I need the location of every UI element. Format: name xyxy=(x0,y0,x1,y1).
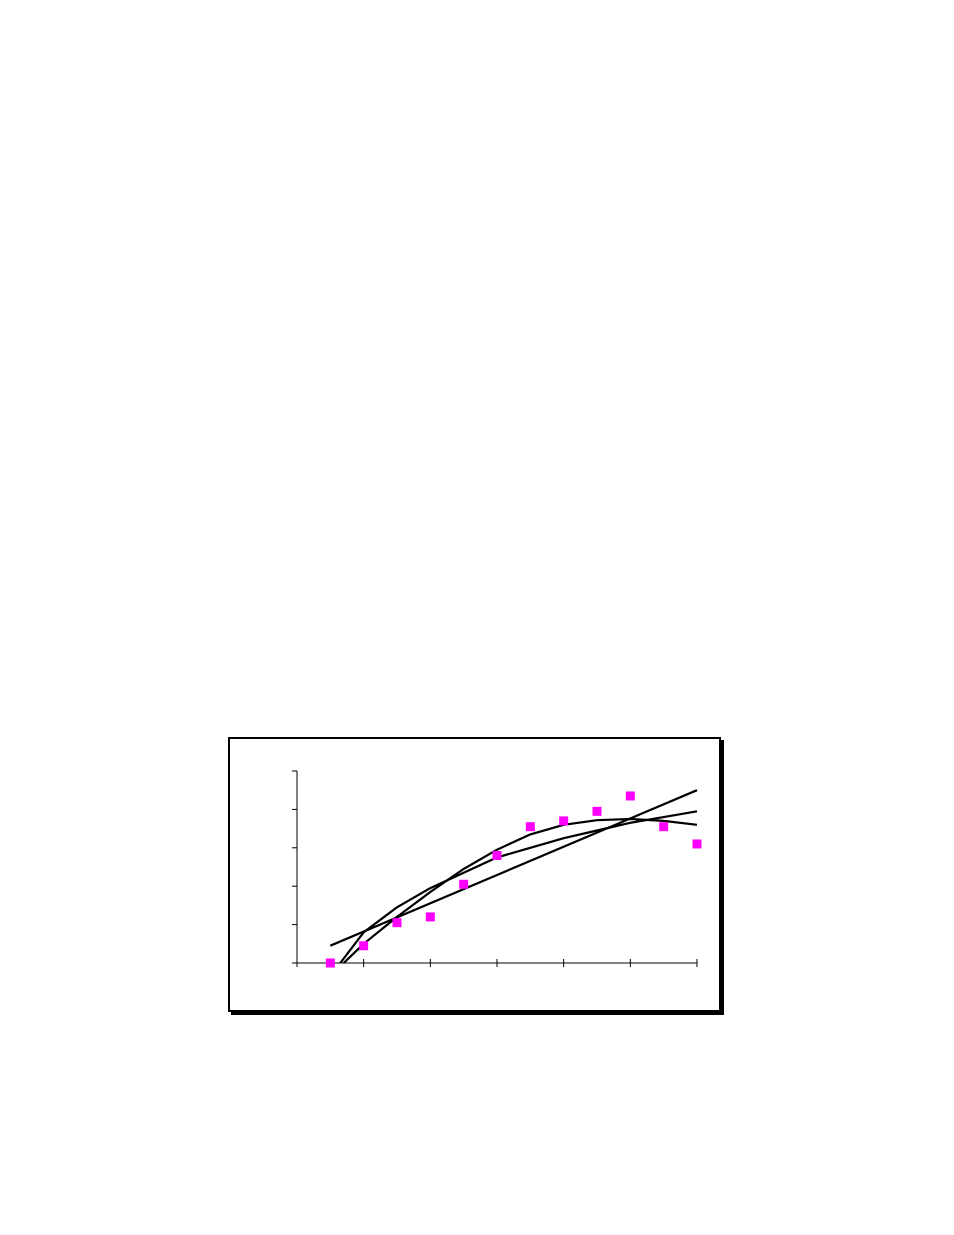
data-point xyxy=(625,791,635,801)
trendline-linear xyxy=(329,789,698,947)
data-point xyxy=(559,816,569,826)
data-point xyxy=(525,822,535,832)
data-point xyxy=(492,850,502,860)
data-point xyxy=(459,879,469,889)
chart-frame xyxy=(228,737,721,1012)
data-point xyxy=(659,822,669,832)
trendline-logarithmic xyxy=(339,810,698,964)
data-point xyxy=(425,912,435,922)
data-point xyxy=(392,918,402,928)
data-point xyxy=(359,941,369,951)
data-point xyxy=(325,958,335,968)
chart-plot xyxy=(292,770,702,968)
data-point xyxy=(692,839,702,849)
trendline-polynomial xyxy=(342,817,698,964)
data-point xyxy=(592,806,602,816)
